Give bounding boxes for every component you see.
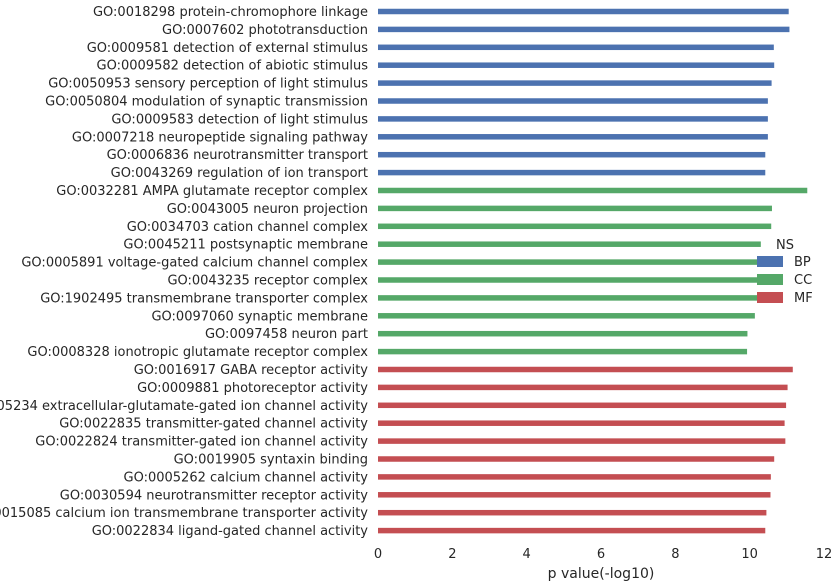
legend-label-bp: BP xyxy=(794,255,811,270)
bar-cc xyxy=(378,259,764,265)
bar-mf xyxy=(378,366,793,373)
bar-mf xyxy=(378,456,775,462)
x-axis-title: p value(-log10) xyxy=(548,566,655,582)
bar-mf xyxy=(378,420,785,426)
bar-cc xyxy=(378,348,748,355)
category-label: GO:0018298 protein-chromophore linkage xyxy=(93,5,368,20)
bar-bp xyxy=(378,80,772,86)
legend-label-mf: MF xyxy=(794,291,813,306)
x-tick-label: 10 xyxy=(741,547,758,562)
legend-swatch-cc xyxy=(757,274,783,285)
category-label: GO:0050953 sensory perception of light s… xyxy=(48,77,368,92)
x-tick-label: 12 xyxy=(816,547,833,562)
category-label: GO:0043005 neuron projection xyxy=(167,202,368,217)
legend-swatch-mf xyxy=(757,292,783,303)
bar-bp xyxy=(378,116,768,122)
category-label: GO:0043235 receptor complex xyxy=(167,274,368,289)
bar-cc xyxy=(378,223,772,230)
bar-cc xyxy=(378,313,755,319)
bar-mf xyxy=(378,384,788,391)
bar-bp xyxy=(378,151,766,158)
legend-title: NS xyxy=(776,238,794,253)
category-label: GO:0016917 GABA receptor activity xyxy=(134,363,369,378)
bar-mf xyxy=(378,527,766,534)
category-label: GO:0008328 ionotropic glutamate receptor… xyxy=(27,345,368,360)
bar-mf xyxy=(378,438,786,444)
category-label: GO:0097060 synaptic membrane xyxy=(151,309,368,324)
category-label: GO:0009583 detection of light stimulus xyxy=(111,112,368,127)
bar-mf xyxy=(378,402,787,409)
category-label: GO:0030594 neurotransmitter receptor act… xyxy=(60,488,369,503)
category-label: GO:0007218 neuropeptide signaling pathwa… xyxy=(72,130,368,145)
x-tick-label: 0 xyxy=(374,547,382,562)
legend-label-cc: CC xyxy=(794,273,812,288)
bar-cc xyxy=(378,205,772,212)
bar-mf xyxy=(378,492,771,498)
bar-cc xyxy=(378,330,748,337)
bar-cc xyxy=(378,241,761,247)
bar-cc xyxy=(378,187,808,194)
category-label: GO:0019905 syntaxin binding xyxy=(174,453,368,468)
category-label: GO:0022835 transmitter-gated channel act… xyxy=(59,417,368,432)
category-label: GO:0006836 neurotransmitter transport xyxy=(107,148,368,163)
category-label: GO:0045211 postsynaptic membrane xyxy=(123,238,368,253)
category-label: GO:0015085 calcium ion transmembrane tra… xyxy=(0,506,368,521)
category-label: GO:0009582 detection of abiotic stimulus xyxy=(97,59,369,74)
category-label: GO:0022834 ligand-gated channel activity xyxy=(92,524,369,539)
bar-bp xyxy=(378,62,775,68)
category-label: GO:1902495 transmembrane transporter com… xyxy=(40,291,368,306)
bar-mf xyxy=(378,509,767,516)
category-label: GO:0050804 modulation of synaptic transm… xyxy=(45,95,368,110)
category-labels: GO:0018298 protein-chromophore linkage GO… xyxy=(0,5,368,539)
x-tick-label: 4 xyxy=(523,547,531,562)
category-label: GO:0034703 cation channel complex xyxy=(127,220,369,235)
bar-bp xyxy=(378,98,768,104)
category-label: GO:0032281 AMPA glutamate receptor compl… xyxy=(56,184,368,199)
x-tick-labels: 0 2 4 6 8 10 12 xyxy=(374,547,832,562)
category-label: GO:0007602 phototransduction xyxy=(162,23,368,38)
bar-mf xyxy=(378,474,771,480)
bar-bp xyxy=(378,8,789,15)
category-label: GO:0009581 detection of external stimulu… xyxy=(87,41,369,56)
bar-cc xyxy=(378,277,764,283)
category-label: GO:0022824 transmitter-gated ion channel… xyxy=(35,435,368,450)
bar-bp xyxy=(378,169,766,176)
category-label: GO:0005262 calcium channel activity xyxy=(124,470,369,485)
legend: NS BP CC MF xyxy=(757,238,813,306)
x-tick-label: 6 xyxy=(597,547,605,562)
x-tick-label: 8 xyxy=(671,547,679,562)
bar-bp xyxy=(378,44,774,51)
legend-swatch-bp xyxy=(757,256,783,267)
bars-group xyxy=(378,8,808,534)
category-label: GO:0005234 extracellular-glutamate-gated… xyxy=(0,399,368,414)
category-label: GO:0005891 voltage-gated calcium channel… xyxy=(21,256,368,271)
category-label: GO:0097458 neuron part xyxy=(205,327,368,342)
bar-cc xyxy=(378,295,763,301)
bar-bp xyxy=(378,134,768,140)
category-label: GO:0043269 regulation of ion transport xyxy=(111,166,368,181)
x-tick-label: 2 xyxy=(448,547,456,562)
bar-bp xyxy=(378,26,790,33)
category-label: GO:0009881 photoreceptor activity xyxy=(137,381,368,396)
